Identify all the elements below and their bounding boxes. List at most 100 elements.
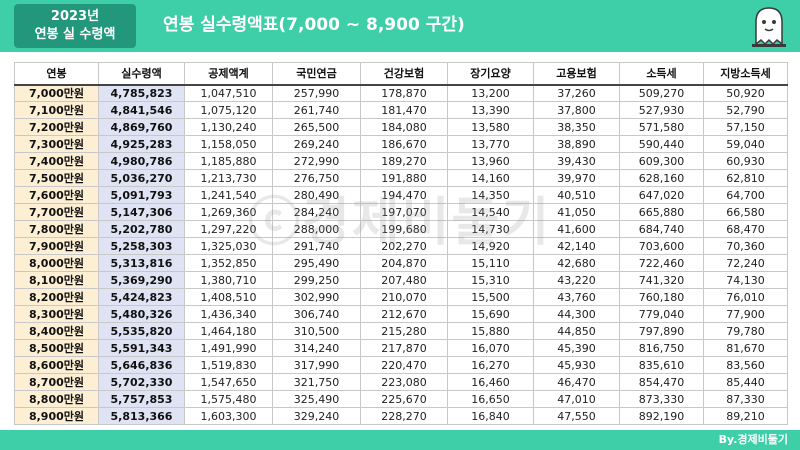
salary-cell: 8,900만원 xyxy=(14,407,99,425)
net-pay-cell: 5,369,290 xyxy=(98,271,185,289)
deduction-cell: 835,610 xyxy=(619,356,704,374)
deduction-cell: 13,580 xyxy=(447,118,534,136)
deduction-cell: 1,185,880 xyxy=(184,152,273,170)
deduction-cell: 40,510 xyxy=(533,186,620,204)
deduction-cell: 202,270 xyxy=(360,237,448,255)
deduction-cell: 186,670 xyxy=(360,135,448,153)
deduction-cell: 1,158,050 xyxy=(184,135,273,153)
net-pay-cell: 5,313,816 xyxy=(98,254,185,272)
net-pay-cell: 4,925,283 xyxy=(98,135,185,153)
deduction-cell: 284,240 xyxy=(272,203,361,221)
salary-cell: 7,000만원 xyxy=(14,84,99,102)
net-pay-cell: 5,258,303 xyxy=(98,237,185,255)
deduction-cell: 16,270 xyxy=(447,356,534,374)
year-badge: 2023년 연봉 실 수령액 xyxy=(14,4,136,48)
net-pay-cell: 5,202,780 xyxy=(98,220,185,238)
deduction-cell: 325,490 xyxy=(272,390,361,408)
deduction-cell: 314,240 xyxy=(272,339,361,357)
table-row: 8,300만원 5,480,326 1,436,340 306,740 212,670 1… xyxy=(14,305,788,323)
deduction-cell: 288,000 xyxy=(272,220,361,238)
net-pay-cell: 5,591,343 xyxy=(98,339,185,357)
deduction-cell: 68,470 xyxy=(703,220,788,238)
table-row: 8,600만원 5,646,836 1,519,830 317,990 220,470 1… xyxy=(14,356,788,374)
deduction-cell: 1,408,510 xyxy=(184,288,273,306)
table-row: 8,100만원 5,369,290 1,380,710 299,250 207,480 1… xyxy=(14,271,788,289)
table-header-row: 연봉 실수령액 공제액계 국민연금 건강보험 장기요양 고용보험 소득세 지방소득세 xyxy=(14,62,788,86)
deduction-cell: 265,500 xyxy=(272,118,361,136)
table-row: 7,700만원 5,147,306 1,269,360 284,240 197,070 1… xyxy=(14,203,788,221)
deduction-cell: 60,930 xyxy=(703,152,788,170)
column-header: 장기요양 xyxy=(447,62,534,86)
deduction-cell: 228,270 xyxy=(360,407,448,425)
deduction-cell: 38,350 xyxy=(533,118,620,136)
deduction-cell: 184,080 xyxy=(360,118,448,136)
deduction-cell: 66,580 xyxy=(703,203,788,221)
salary-cell: 7,200만원 xyxy=(14,118,99,136)
deduction-cell: 684,740 xyxy=(619,220,704,238)
salary-cell: 7,900만원 xyxy=(14,237,99,255)
salary-cell: 8,000만원 xyxy=(14,254,99,272)
salary-cell: 7,100만원 xyxy=(14,101,99,119)
deduction-cell: 1,603,300 xyxy=(184,407,273,425)
deduction-cell: 1,519,830 xyxy=(184,356,273,374)
table-row: 8,200만원 5,424,823 1,408,510 302,990 210,070 1… xyxy=(14,288,788,306)
deduction-cell: 272,990 xyxy=(272,152,361,170)
deduction-cell: 1,464,180 xyxy=(184,322,273,340)
salary-cell: 7,400만원 xyxy=(14,152,99,170)
deduction-cell: 1,575,480 xyxy=(184,390,273,408)
deduction-cell: 1,297,220 xyxy=(184,220,273,238)
deduction-cell: 299,250 xyxy=(272,271,361,289)
deduction-cell: 306,740 xyxy=(272,305,361,323)
deduction-cell: 280,490 xyxy=(272,186,361,204)
deduction-cell: 15,110 xyxy=(447,254,534,272)
deduction-cell: 15,880 xyxy=(447,322,534,340)
deduction-cell: 45,930 xyxy=(533,356,620,374)
table-row: 8,800만원 5,757,853 1,575,480 325,490 225,670 1… xyxy=(14,390,788,408)
net-pay-cell: 5,424,823 xyxy=(98,288,185,306)
deduction-cell: 317,990 xyxy=(272,356,361,374)
column-header: 건강보험 xyxy=(360,62,448,86)
deduction-cell: 291,740 xyxy=(272,237,361,255)
salary-cell: 8,100만원 xyxy=(14,271,99,289)
salary-cell: 7,600만원 xyxy=(14,186,99,204)
deduction-cell: 38,890 xyxy=(533,135,620,153)
deduction-cell: 321,750 xyxy=(272,373,361,391)
table-row: 7,100만원 4,841,546 1,075,120 261,740 181,470 1… xyxy=(14,101,788,119)
deduction-cell: 44,300 xyxy=(533,305,620,323)
deduction-cell: 13,200 xyxy=(447,84,534,102)
net-pay-cell: 4,980,786 xyxy=(98,152,185,170)
column-header: 연봉 xyxy=(14,62,99,86)
table-row: 8,500만원 5,591,343 1,491,990 314,240 217,870 1… xyxy=(14,339,788,357)
deduction-cell: 269,240 xyxy=(272,135,361,153)
deduction-cell: 181,470 xyxy=(360,101,448,119)
deduction-cell: 13,960 xyxy=(447,152,534,170)
deduction-cell: 16,840 xyxy=(447,407,534,425)
deduction-cell: 189,270 xyxy=(360,152,448,170)
deduction-cell: 647,020 xyxy=(619,186,704,204)
deduction-cell: 47,550 xyxy=(533,407,620,425)
deduction-cell: 50,920 xyxy=(703,84,788,102)
deduction-cell: 854,470 xyxy=(619,373,704,391)
deduction-cell: 703,600 xyxy=(619,237,704,255)
deduction-cell: 70,360 xyxy=(703,237,788,255)
deduction-cell: 816,750 xyxy=(619,339,704,357)
deduction-cell: 77,900 xyxy=(703,305,788,323)
deduction-cell: 217,870 xyxy=(360,339,448,357)
column-header: 실수령액 xyxy=(98,62,185,86)
footer-bar: By.경제비둘기 xyxy=(0,430,800,450)
table-row: 7,200만원 4,869,760 1,130,240 265,500 184,080 1… xyxy=(14,118,788,136)
deduction-cell: 509,270 xyxy=(619,84,704,102)
year-subtitle: 연봉 실 수령액 xyxy=(34,27,116,42)
deduction-cell: 797,890 xyxy=(619,322,704,340)
deduction-cell: 39,430 xyxy=(533,152,620,170)
deduction-cell: 527,930 xyxy=(619,101,704,119)
table-row: 8,700만원 5,702,330 1,547,650 321,750 223,080 1… xyxy=(14,373,788,391)
deduction-cell: 194,470 xyxy=(360,186,448,204)
deduction-cell: 197,070 xyxy=(360,203,448,221)
deduction-cell: 39,970 xyxy=(533,169,620,187)
deduction-cell: 295,490 xyxy=(272,254,361,272)
deduction-cell: 892,190 xyxy=(619,407,704,425)
deduction-cell: 45,390 xyxy=(533,339,620,357)
deduction-cell: 329,240 xyxy=(272,407,361,425)
salary-cell: 8,600만원 xyxy=(14,356,99,374)
